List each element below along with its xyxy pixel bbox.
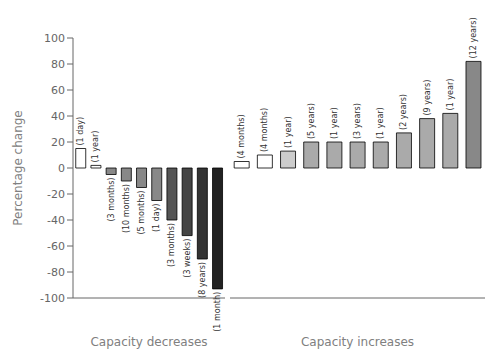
svg-text:60: 60 [51, 84, 65, 97]
svg-text:(1 day): (1 day) [76, 117, 85, 146]
svg-text:(4 months): (4 months) [237, 114, 246, 158]
svg-text:-20: -20 [47, 188, 65, 201]
svg-text:(10 months): (10 months) [122, 184, 131, 233]
svg-text:(1 month): (1 month) [213, 292, 222, 332]
svg-text:(1 day): (1 day) [152, 204, 161, 233]
svg-text:-100: -100 [40, 292, 65, 305]
svg-text:Capacity increases: Capacity increases [301, 335, 414, 349]
svg-text:-60: -60 [47, 240, 65, 253]
svg-text:(1 year): (1 year) [91, 131, 100, 163]
svg-text:(3 years): (3 years) [353, 103, 362, 139]
svg-text:(3 months): (3 months) [107, 178, 116, 222]
svg-text:(1 year): (1 year) [284, 116, 293, 148]
svg-text:Capacity decreases: Capacity decreases [90, 335, 207, 349]
svg-text:(8 years): (8 years) [198, 262, 207, 298]
svg-text:(1 year): (1 year) [446, 79, 455, 111]
svg-text:20: 20 [51, 136, 65, 149]
svg-text:-80: -80 [47, 266, 65, 279]
svg-text:(5 months): (5 months) [137, 191, 146, 235]
svg-text:0: 0 [58, 162, 65, 175]
svg-text:(5 years): (5 years) [307, 103, 316, 139]
svg-text:Percentage change: Percentage change [11, 110, 25, 225]
svg-text:40: 40 [51, 110, 65, 123]
svg-text:(3 weeks): (3 weeks) [183, 239, 192, 278]
svg-text:(9 years): (9 years) [423, 80, 432, 116]
svg-text:100: 100 [44, 32, 65, 45]
svg-text:(4 months): (4 months) [260, 108, 269, 152]
svg-text:(1 year): (1 year) [330, 107, 339, 139]
svg-text:-40: -40 [47, 214, 65, 227]
svg-text:(2 years): (2 years) [399, 94, 408, 130]
svg-text:(3 months): (3 months) [167, 223, 176, 267]
svg-text:(12 years): (12 years) [469, 17, 478, 58]
svg-text:80: 80 [51, 58, 65, 71]
svg-text:(1 year): (1 year) [376, 107, 385, 139]
